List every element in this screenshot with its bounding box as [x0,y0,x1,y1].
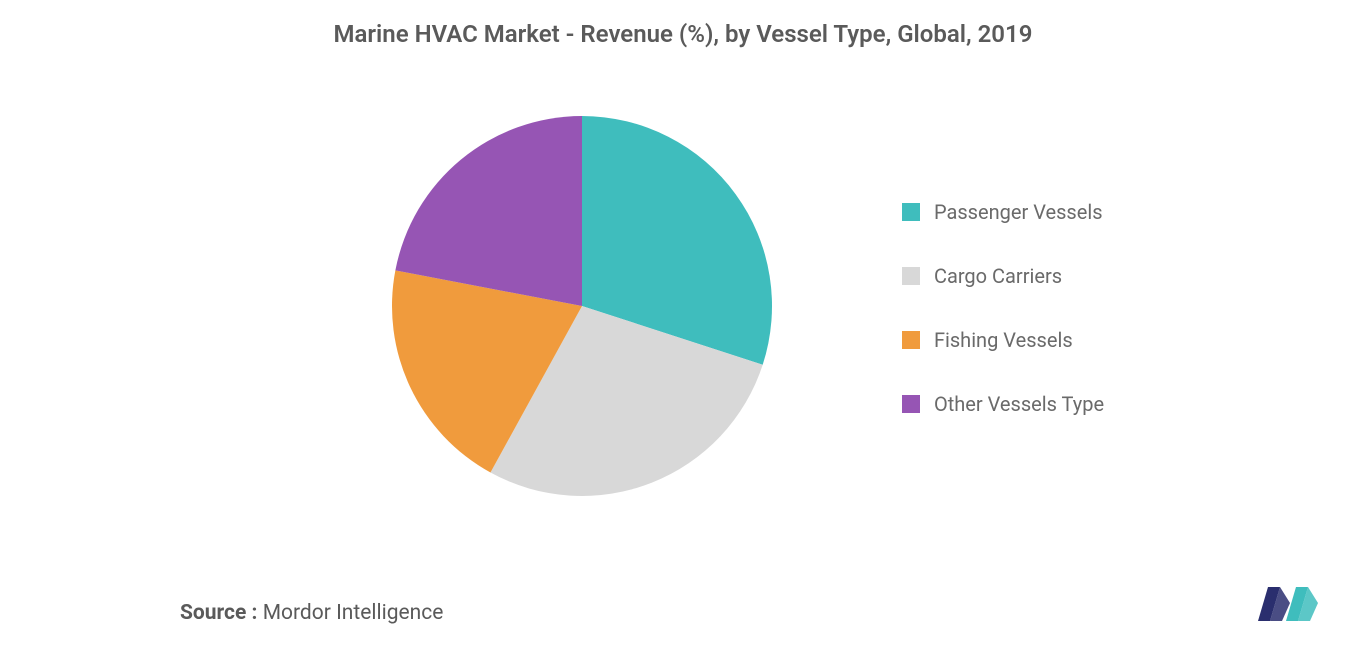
legend-item: Passenger Vessels [902,200,1104,224]
legend-item: Cargo Carriers [902,264,1104,288]
brand-logo [1256,577,1326,627]
legend-swatch [902,395,920,413]
legend-item: Fishing Vessels [902,328,1104,352]
chart-area: Passenger Vessels Cargo Carriers Fishing V… [0,58,1366,558]
legend-swatch [902,331,920,349]
legend-label: Passenger Vessels [934,200,1103,224]
legend-label: Fishing Vessels [934,328,1073,352]
source-prefix: Source : [180,601,257,625]
source-attribution: Source : Mordor Intelligence [180,601,443,625]
legend-label: Cargo Carriers [934,264,1062,288]
legend-swatch [902,267,920,285]
source-text: Mordor Intelligence [263,601,444,625]
legend-swatch [902,203,920,221]
chart-title: Marine HVAC Market - Revenue (%), by Ves… [0,0,1366,58]
legend: Passenger Vessels Cargo Carriers Fishing V… [902,200,1104,416]
pie-chart [382,106,782,510]
legend-item: Other Vessels Type [902,392,1104,416]
legend-label: Other Vessels Type [934,392,1104,416]
